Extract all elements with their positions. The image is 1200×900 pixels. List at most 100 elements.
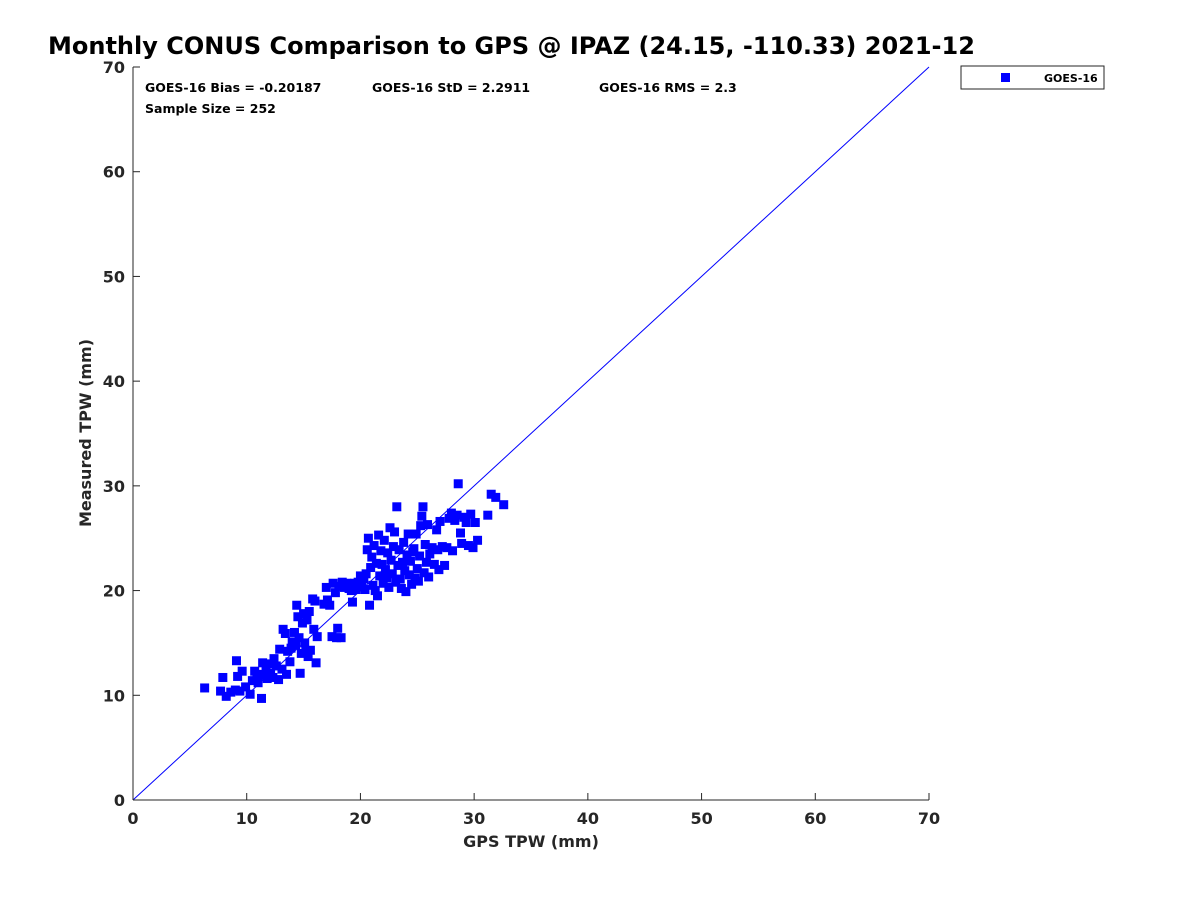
y-axis-label: Measured TPW (mm) xyxy=(76,339,95,527)
y-tick-label: 50 xyxy=(103,267,125,286)
data-point xyxy=(457,538,467,548)
data-point xyxy=(310,596,320,606)
data-point xyxy=(374,530,384,540)
x-tick-label: 30 xyxy=(463,809,485,828)
sample-size-annotation: Sample Size = 252 xyxy=(145,101,276,116)
data-point xyxy=(258,658,268,668)
data-point xyxy=(411,529,421,539)
data-point xyxy=(380,565,390,575)
data-point xyxy=(387,569,397,579)
data-point xyxy=(327,632,337,642)
data-point xyxy=(421,557,431,567)
data-point xyxy=(366,563,376,573)
data-point xyxy=(398,557,408,567)
data-point xyxy=(442,543,452,553)
data-point xyxy=(382,573,392,583)
data-point xyxy=(336,633,346,643)
data-point xyxy=(404,570,414,580)
data-point xyxy=(371,558,381,568)
data-point xyxy=(415,551,425,561)
y-tick-label: 20 xyxy=(103,582,125,601)
data-point xyxy=(230,685,240,695)
data-point xyxy=(360,585,370,595)
data-point xyxy=(407,579,417,589)
y-tick-label: 60 xyxy=(103,163,125,182)
data-point xyxy=(359,574,369,584)
data-point xyxy=(388,542,398,552)
chart-title: Monthly CONUS Comparison to GPS @ IPAZ (… xyxy=(48,32,975,60)
data-point xyxy=(245,689,255,699)
data-point xyxy=(303,652,313,662)
x-tick-label: 50 xyxy=(690,809,712,828)
data-point xyxy=(463,541,473,551)
data-point xyxy=(499,500,509,510)
data-point xyxy=(347,597,357,607)
data-point xyxy=(420,539,430,549)
data-point xyxy=(413,576,423,586)
data-point xyxy=(312,632,322,642)
data-point xyxy=(429,559,439,569)
data-point xyxy=(250,666,260,676)
y-tick-label: 70 xyxy=(103,58,125,77)
data-point xyxy=(384,582,394,592)
data-point xyxy=(424,572,434,582)
data-point xyxy=(247,676,257,686)
data-point xyxy=(322,595,332,605)
y-tick-label: 0 xyxy=(114,791,125,810)
data-point xyxy=(470,518,480,528)
data-point xyxy=(365,600,375,610)
data-point xyxy=(367,552,377,562)
data-point xyxy=(377,559,387,569)
data-point xyxy=(417,511,427,521)
data-point xyxy=(396,583,406,593)
data-point xyxy=(301,646,311,656)
data-point xyxy=(361,569,371,579)
data-point xyxy=(282,669,292,679)
data-point xyxy=(473,535,483,545)
data-point xyxy=(321,582,331,592)
data-point xyxy=(459,512,469,522)
data-point xyxy=(486,489,496,499)
y-tick-label: 30 xyxy=(103,477,125,496)
data-point xyxy=(253,678,263,688)
data-point xyxy=(328,578,338,588)
data-point xyxy=(271,661,281,671)
data-point xyxy=(304,607,314,617)
data-point xyxy=(435,516,445,526)
data-point xyxy=(425,549,435,559)
legend-label: GOES-16 xyxy=(1044,72,1098,85)
x-tick-label: 40 xyxy=(577,809,599,828)
data-point xyxy=(444,513,454,523)
data-point xyxy=(295,668,305,678)
data-point xyxy=(291,640,301,650)
data-point xyxy=(409,544,419,554)
data-point xyxy=(372,591,382,601)
data-point xyxy=(302,615,312,625)
data-point xyxy=(309,624,319,634)
data-point xyxy=(256,693,266,703)
data-point xyxy=(419,568,429,578)
data-point xyxy=(268,672,278,682)
data-point xyxy=(226,687,236,697)
data-point xyxy=(285,657,295,667)
x-tick-label: 70 xyxy=(918,809,940,828)
x-tick-label: 10 xyxy=(236,809,258,828)
data-point xyxy=(370,586,380,596)
data-point xyxy=(461,518,471,528)
data-point xyxy=(363,533,373,543)
data-point xyxy=(385,523,395,533)
data-point xyxy=(305,645,315,655)
data-point xyxy=(468,543,478,553)
data-point xyxy=(403,529,413,539)
data-point xyxy=(362,545,372,555)
data-point xyxy=(452,510,462,520)
x-tick-label: 20 xyxy=(349,809,371,828)
data-point xyxy=(392,502,402,512)
data-point xyxy=(332,633,342,643)
data-point xyxy=(294,633,304,643)
data-point xyxy=(391,577,401,587)
data-point xyxy=(446,508,456,518)
data-point xyxy=(455,528,465,538)
data-point xyxy=(368,580,378,590)
data-point xyxy=(299,609,309,619)
